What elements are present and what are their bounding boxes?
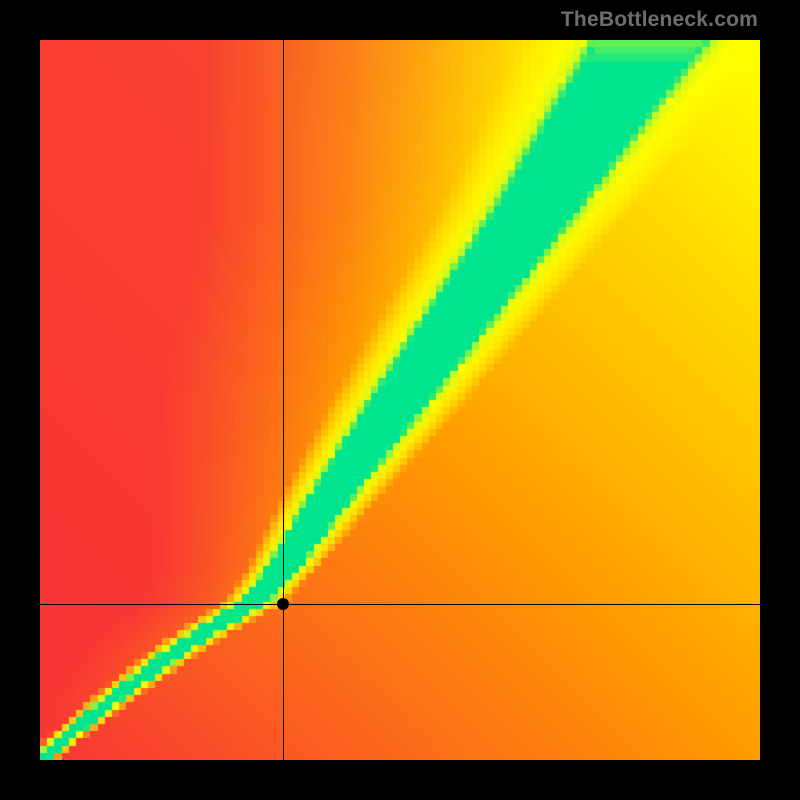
bottleneck-heatmap: [40, 40, 760, 760]
selected-hardware-point: [277, 598, 289, 610]
crosshair-horizontal: [40, 604, 760, 605]
watermark-text: TheBottleneck.com: [561, 8, 758, 32]
crosshair-vertical: [283, 40, 284, 760]
